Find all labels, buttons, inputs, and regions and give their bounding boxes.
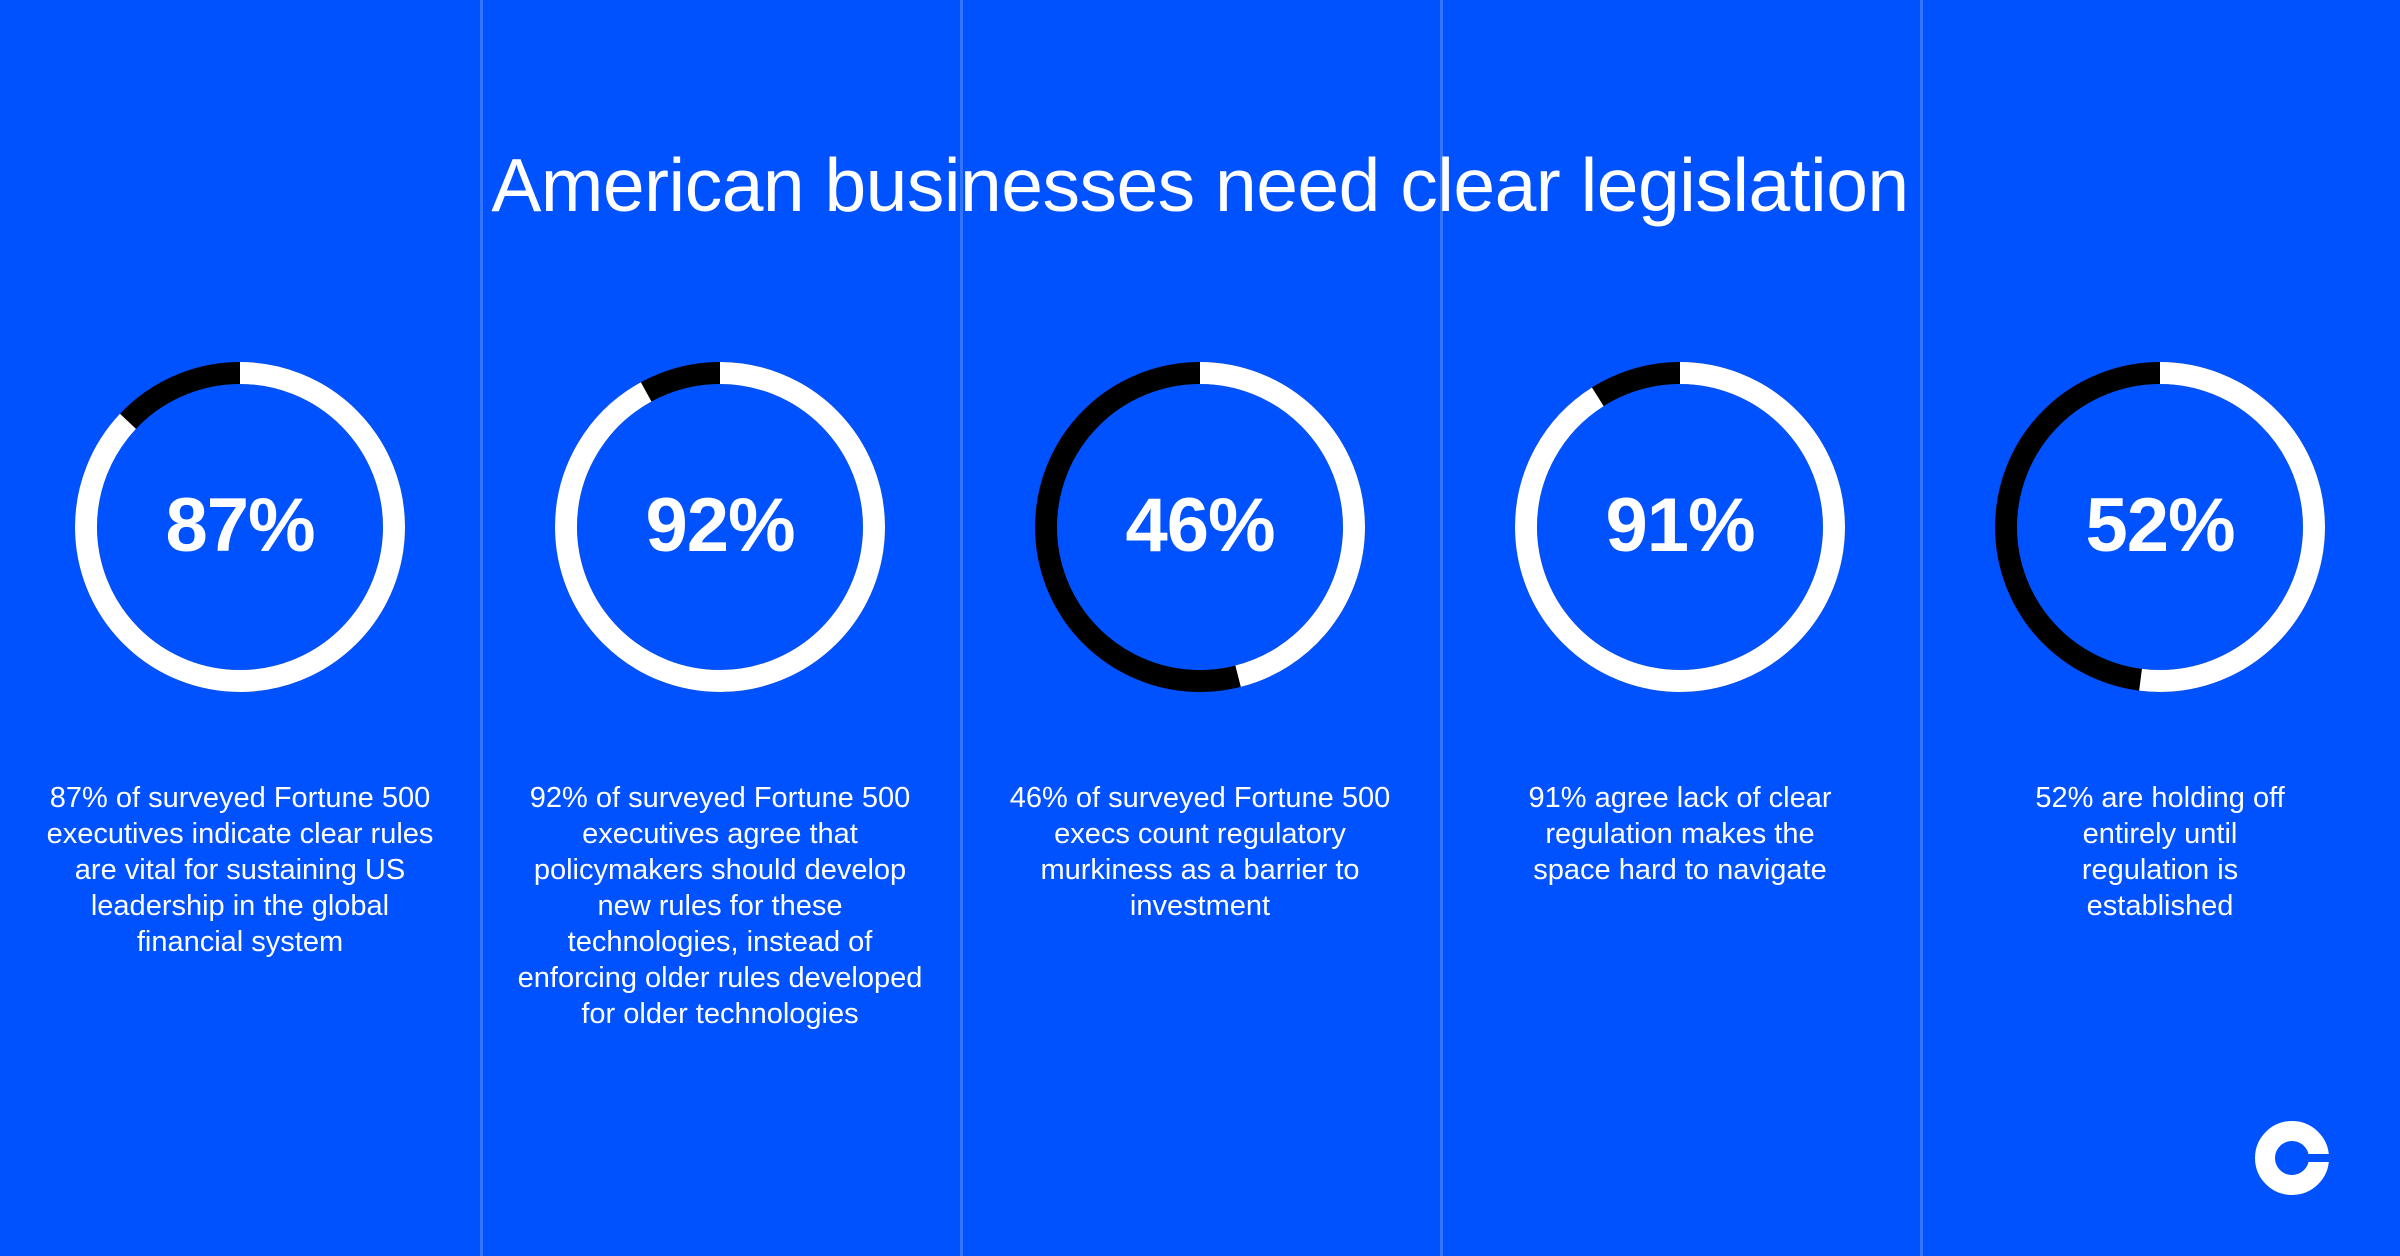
stat-description: 92% of surveyed Fortune 500 executives a…: [517, 782, 923, 1030]
stat-column: 52% 52% are holding off entirely until r…: [1920, 0, 2400, 1256]
column-divider: [1440, 0, 1443, 1256]
stat-percentage: 92%: [645, 483, 795, 568]
donut-ring: [1035, 362, 1365, 692]
stat-description: 91% agree lack of clear regulation makes…: [1528, 782, 1832, 886]
page-title: American businesses need clear legislati…: [491, 143, 1909, 227]
stat-description: 52% are holding off entirely until regul…: [2035, 782, 2285, 922]
stat-column: 46% 46% of surveyed Fortune 500 execs co…: [960, 0, 1440, 1256]
stat-description: 87% of surveyed Fortune 500 executives i…: [46, 782, 434, 958]
stat-percentage: 87%: [165, 483, 315, 568]
stat-description: 46% of surveyed Fortune 500 execs count …: [1009, 782, 1391, 922]
donut-ring: [1995, 362, 2325, 692]
stat-percentage: 46%: [1125, 483, 1275, 568]
column-divider: [960, 0, 963, 1256]
donut-ring: [75, 362, 405, 692]
stat-column: 91% 91% agree lack of clear regulation m…: [1440, 0, 1920, 1256]
column-divider: [1920, 0, 1923, 1256]
stat-percentage: 52%: [2085, 483, 2235, 568]
stat-percentage: 91%: [1605, 483, 1755, 568]
donut-ring: [555, 362, 885, 692]
stat-column: 87% 87% of surveyed Fortune 500 executiv…: [0, 0, 480, 1256]
stat-column: 92% 92% of surveyed Fortune 500 executiv…: [480, 0, 960, 1256]
donut-ring: [1515, 362, 1845, 692]
column-divider: [480, 0, 483, 1256]
coinbase-logo-icon: [2254, 1120, 2334, 1196]
